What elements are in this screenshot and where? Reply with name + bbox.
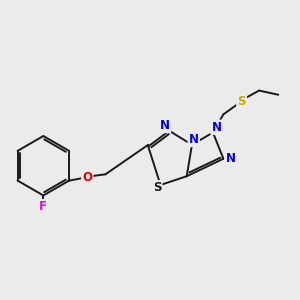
- Text: N: N: [212, 121, 221, 134]
- Text: S: S: [237, 94, 246, 107]
- Text: N: N: [225, 152, 236, 165]
- Text: S: S: [153, 181, 161, 194]
- Text: F: F: [39, 200, 47, 213]
- Text: O: O: [82, 171, 92, 184]
- Text: N: N: [160, 119, 170, 132]
- Text: N: N: [189, 133, 199, 146]
